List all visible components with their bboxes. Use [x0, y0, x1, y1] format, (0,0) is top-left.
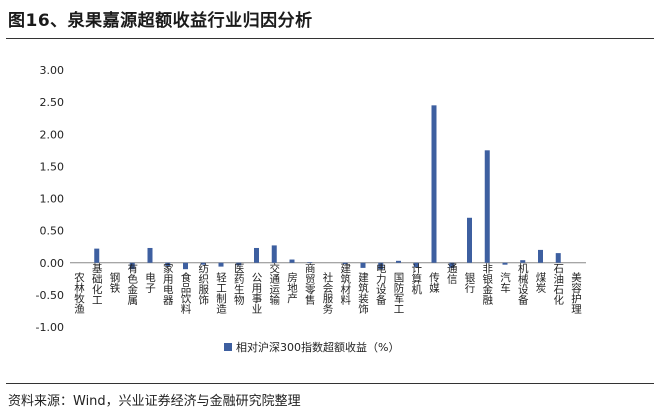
bar: [555, 253, 561, 263]
chart-title: 图16、泉果嘉源超额收益行业归因分析: [8, 11, 313, 31]
x-tick-label: 食品饮料: [180, 271, 192, 315]
y-tick-label: 0.00: [40, 257, 65, 270]
x-tick-label: 医药生物: [233, 263, 245, 306]
x-tick-label: 石油石化: [552, 263, 564, 306]
bar: [200, 262, 206, 265]
x-tick-label: 交通运输: [268, 262, 280, 306]
bar: [538, 249, 543, 263]
bar: [129, 262, 135, 270]
legend-swatch: [224, 343, 232, 351]
bar-series: [94, 105, 561, 270]
bar: [307, 262, 313, 263]
x-tick-label: 计算机: [410, 262, 422, 295]
bar: [484, 150, 490, 263]
y-tick-label: 1.50: [40, 160, 65, 173]
y-axis-ticks: 3.00 2.50 2.00 1.50 1.00 0.50 0.00 -0.50 -1.00: [36, 64, 64, 334]
x-tick-label: 国防军工: [393, 272, 405, 314]
x-tick-label: 商贸零售: [304, 262, 316, 306]
bar: [520, 260, 526, 263]
title-rule: [6, 38, 654, 39]
x-tick-label: 建筑装饰: [357, 271, 369, 315]
x-tick-label: 社会服务: [322, 271, 334, 315]
bar: [378, 262, 384, 270]
y-tick-label: 1.00: [40, 193, 65, 206]
x-tick-label: 建筑材料: [339, 262, 351, 306]
source-note: 资料来源：Wind，兴业证券经济与金融研究院整理: [8, 394, 301, 409]
x-tick-label: 汽车: [499, 271, 511, 294]
x-tick-label: 非银金融: [481, 263, 493, 306]
bar: [218, 262, 224, 267]
x-tick-label: 轻工制造: [215, 271, 227, 314]
x-tick-label: 家用电器: [162, 262, 174, 306]
bar: [289, 259, 295, 263]
y-tick-label: 3.00: [40, 64, 65, 77]
bar: [360, 262, 366, 268]
bar: [467, 217, 472, 263]
bar: [271, 245, 277, 263]
bar: [431, 105, 437, 263]
legend-label: 相对沪深300指数超额收益（%）: [236, 340, 399, 354]
x-tick-label: 传媒: [428, 272, 440, 294]
x-axis-labels: 农林牧渔 基础化工 钢铁 有色金属 电子 家用电器 食品饮料 纺织服饰 轻工制造 医药生物 公用事业…: [73, 262, 582, 315]
x-tick-label: 公用事业: [251, 272, 263, 314]
y-tick-label: 2.50: [40, 96, 65, 109]
y-tick-label: -1.00: [36, 321, 64, 334]
x-tick-label: 通信: [446, 263, 458, 285]
bar: [94, 248, 100, 263]
footer-rule: [6, 383, 654, 384]
bar: [183, 262, 188, 270]
bar: [236, 262, 242, 266]
bar: [413, 262, 419, 268]
x-tick-label: 基础化工: [91, 262, 103, 305]
bar: [502, 262, 508, 265]
x-tick-label: 有色金属: [126, 262, 138, 306]
bar: [396, 260, 401, 263]
bar: [342, 262, 348, 265]
x-tick-label: 机械设备: [517, 262, 529, 306]
bar: [165, 262, 171, 266]
x-tick-label: 农林牧渔: [73, 271, 85, 315]
x-tick-label: 钢铁: [109, 271, 121, 294]
legend: 相对沪深300指数超额收益（%）: [224, 340, 399, 354]
x-tick-label: 纺织服饰: [197, 262, 209, 306]
x-tick-label: 房地产: [286, 271, 298, 304]
bar: [147, 247, 153, 263]
x-tick-label: 美容护理: [570, 271, 582, 314]
x-tick-label: 煤炭: [535, 271, 547, 294]
bar: [449, 262, 455, 268]
x-tick-label: 电子: [144, 271, 156, 293]
y-tick-label: -0.50: [36, 289, 64, 302]
bar: [254, 247, 259, 263]
y-tick-label: 0.50: [40, 225, 65, 238]
x-tick-label: 银行: [464, 271, 476, 294]
x-tick-label: 电力设备: [375, 262, 387, 306]
y-tick-label: 2.00: [40, 128, 65, 141]
